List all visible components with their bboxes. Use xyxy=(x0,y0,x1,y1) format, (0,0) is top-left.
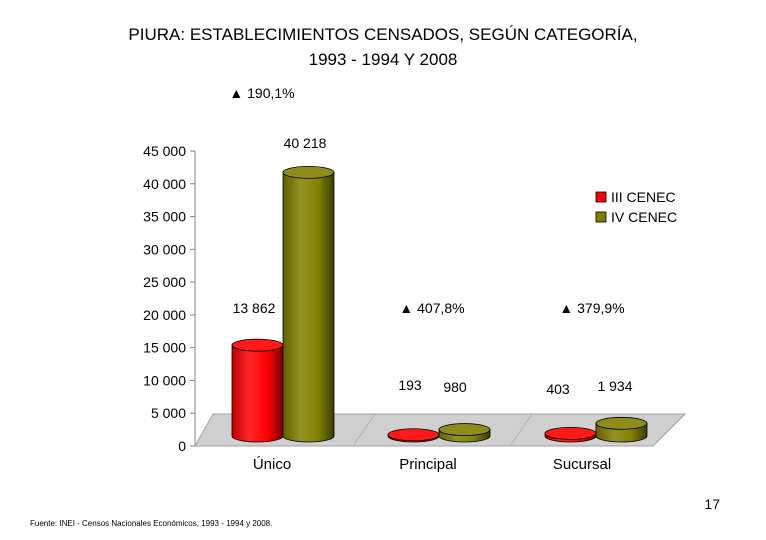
y-tick-label: 25 000 xyxy=(143,274,186,290)
legend-label: IV CENEC xyxy=(611,209,677,225)
source-note: Fuente: INEI - Censos Nacionales Económi… xyxy=(30,519,273,528)
floor-divider xyxy=(352,413,376,447)
bar-top xyxy=(282,165,335,179)
data-label: 13 862 xyxy=(233,300,276,316)
data-label: 1 934 xyxy=(597,378,632,394)
x-category-label: Único xyxy=(253,456,291,473)
y-tick-label: 5 000 xyxy=(151,405,186,421)
y-tick-label: 0 xyxy=(178,438,186,454)
y-tick-label: 45 000 xyxy=(143,143,186,159)
data-label: 980 xyxy=(443,379,467,395)
chart-title: PIURA: ESTABLECIMIENTOS CENSADOS, SEGÚN … xyxy=(0,22,766,72)
y-tick-label: 40 000 xyxy=(143,176,186,192)
floor-divider xyxy=(509,413,533,447)
legend-label: III CENEC xyxy=(611,189,676,205)
y-tick-label: 35 000 xyxy=(143,209,186,225)
chart-title-line-1: PIURA: ESTABLECIMIENTOS CENSADOS, SEGÚN … xyxy=(128,25,638,44)
data-label: 403 xyxy=(546,381,570,397)
y-tick-label: 20 000 xyxy=(143,307,186,323)
legend-swatch xyxy=(595,191,607,203)
growth-annotation: ▲ 379,9% xyxy=(559,300,624,316)
bar-top xyxy=(438,423,491,436)
growth-annotation: ▲ 407,8% xyxy=(399,300,464,316)
page-number: 17 xyxy=(704,496,720,512)
data-label: 40 218 xyxy=(284,135,327,151)
bar-top xyxy=(387,428,440,442)
bar-iii-cenec xyxy=(231,344,284,443)
bar-top xyxy=(231,338,284,352)
x-category-label: Principal xyxy=(399,456,457,473)
x-category-label: Sucursal xyxy=(553,456,611,473)
growth-annotation: ▲ 190,1% xyxy=(229,85,294,101)
y-tick-label: 30 000 xyxy=(143,241,186,257)
bar-iv-cenec xyxy=(282,171,335,443)
y-tick-label: 10 000 xyxy=(143,372,186,388)
legend-swatch xyxy=(595,211,607,223)
chart-title-line-2: 1993 - 1994 Y 2008 xyxy=(308,50,458,69)
bar-top xyxy=(595,416,648,430)
y-tick-label: 15 000 xyxy=(143,340,186,356)
bar-top xyxy=(544,426,597,440)
data-label: 193 xyxy=(398,377,422,393)
